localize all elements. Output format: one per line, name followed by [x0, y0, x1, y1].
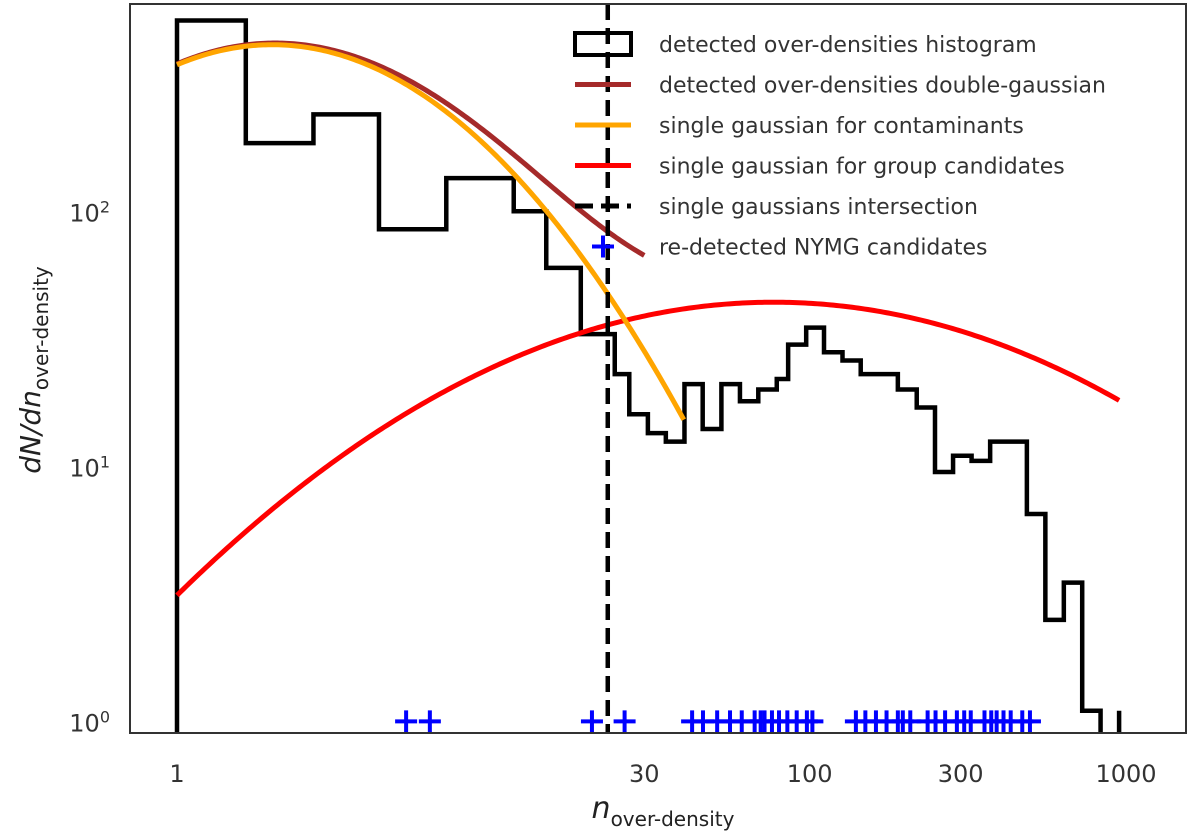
x-tick-label: 1 — [169, 760, 184, 788]
y-tick-label: 101 — [69, 452, 110, 483]
nymg-marker — [580, 710, 603, 732]
histogram-steps — [174, 18, 1122, 732]
legend: detected over-densities histogram detecte… — [573, 31, 1106, 261]
plot-frame — [129, 3, 1187, 734]
y-tick-label: 100 — [69, 707, 110, 738]
legend-swatch-nymg — [592, 235, 614, 258]
legend-label-nymg: re-detected NYMG candidates — [659, 236, 988, 261]
legend-label-contam: single gaussian for contaminants — [659, 114, 1024, 139]
x-tick-label: 100 — [787, 760, 833, 788]
nymg-marker — [801, 710, 824, 732]
nymg-marker — [613, 710, 636, 732]
nymg-marker — [1018, 710, 1041, 732]
plot-area — [130, 4, 1186, 733]
y-axis-label: dN/dnover-density — [14, 266, 53, 474]
group-gaussian-curve — [175, 299, 1121, 598]
x-axis-label: nover-density — [592, 791, 735, 831]
x-tick-label: 1000 — [1095, 760, 1156, 788]
nymg-marker — [418, 710, 441, 732]
legend-swatch-histogram — [573, 31, 633, 57]
legend-label-intersection: single gaussians intersection — [659, 195, 978, 220]
nymg-marker — [395, 710, 418, 732]
contaminant-gaussian-curve — [176, 42, 686, 421]
x-tick-label: 30 — [629, 760, 660, 788]
x-tick-label: 300 — [938, 760, 984, 788]
legend-label-double: detected over-densities double-gaussian — [659, 74, 1106, 99]
legend-label-group: single gaussian for group candidates — [659, 155, 1065, 180]
legend-label-histogram: detected over-densities histogram — [659, 33, 1037, 58]
y-tick-label: 102 — [69, 197, 110, 228]
